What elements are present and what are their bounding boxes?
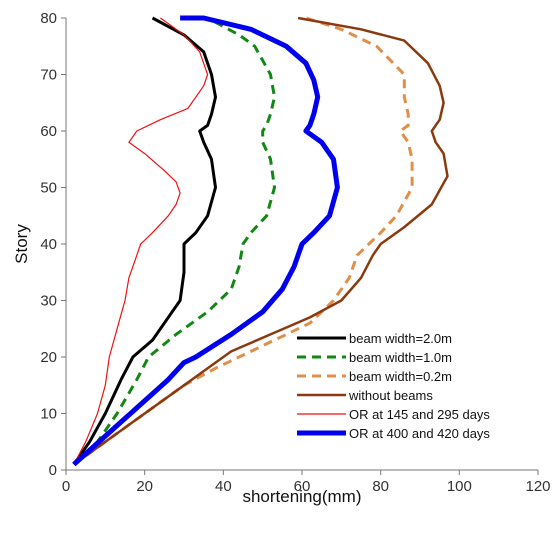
x-tick-label: 0 xyxy=(62,478,70,495)
x-axis-title: shortening(mm) xyxy=(242,487,361,506)
legend-label-3: beam width=0.2m xyxy=(349,369,452,384)
series-line-5 xyxy=(73,17,209,465)
x-tick-label: 80 xyxy=(372,478,389,495)
x-tick-label: 60 xyxy=(294,478,311,495)
y-tick-label: 80 xyxy=(40,10,57,27)
series-line-3 xyxy=(73,16,414,466)
legend-label-1: beam width=2.0m xyxy=(349,331,452,346)
legend-label-2: beam width=1.0m xyxy=(349,350,452,365)
x-tick-label: 100 xyxy=(447,478,472,495)
y-tick-label: 40 xyxy=(40,236,57,253)
x-tick-label: 40 xyxy=(215,478,232,495)
legend-label-5: OR at 145 and 295 days xyxy=(349,407,490,422)
y-ticks: 0 10 20 30 40 50 60 70 80 xyxy=(40,10,66,479)
x-tick-label: 20 xyxy=(136,478,153,495)
y-tick-label: 70 xyxy=(40,67,57,84)
series-line-2 xyxy=(72,16,276,466)
plot-area: 0 20 40 60 80 100 120 0 10 20 30 40 50 60 70 80 xyxy=(40,10,550,495)
y-tick-label: 50 xyxy=(40,180,57,197)
legend-label-4: without beams xyxy=(348,388,433,403)
series-lines xyxy=(72,15,449,467)
series-line-1 xyxy=(72,16,217,466)
y-tick-label: 0 xyxy=(49,462,57,479)
y-tick-label: 30 xyxy=(40,293,57,310)
x-ticks: 0 20 40 60 80 100 120 xyxy=(62,470,551,495)
legend-label-6: OR at 400 and 420 days xyxy=(349,426,490,441)
y-axis-title: Story xyxy=(12,224,31,264)
series-line-6 xyxy=(72,15,340,467)
y-tick-label: 10 xyxy=(40,406,57,423)
series-line-4 xyxy=(73,16,449,466)
y-tick-label: 20 xyxy=(40,349,57,366)
legend: beam width=2.0m beam width=1.0m beam width… xyxy=(297,331,490,441)
x-tick-label: 120 xyxy=(525,478,550,495)
y-tick-label: 60 xyxy=(40,123,57,140)
